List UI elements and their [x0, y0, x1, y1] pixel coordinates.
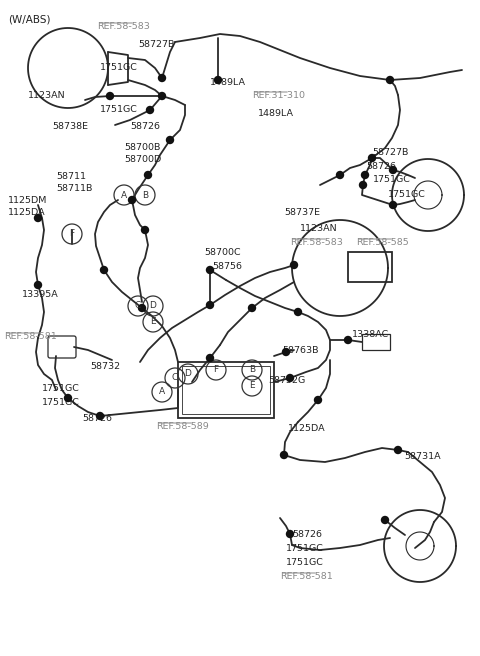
Text: F: F	[214, 365, 218, 375]
Circle shape	[144, 171, 152, 178]
Text: 1338AC: 1338AC	[352, 330, 389, 339]
Circle shape	[142, 226, 148, 234]
Text: D: D	[185, 369, 192, 379]
Text: 58763B: 58763B	[282, 346, 319, 355]
Circle shape	[96, 413, 104, 419]
Text: 58726: 58726	[366, 162, 396, 171]
Text: 58726: 58726	[130, 122, 160, 131]
Circle shape	[287, 531, 293, 537]
Text: 58700D: 58700D	[124, 155, 161, 164]
Circle shape	[107, 92, 113, 100]
Circle shape	[336, 171, 344, 178]
Text: 1751GC: 1751GC	[286, 558, 324, 567]
Text: 58726: 58726	[292, 530, 322, 539]
Text: 1125DA: 1125DA	[288, 424, 325, 433]
Text: 1751GC: 1751GC	[100, 105, 138, 114]
Circle shape	[360, 182, 367, 188]
Circle shape	[129, 197, 135, 203]
Circle shape	[206, 354, 214, 361]
Text: (W/ABS): (W/ABS)	[8, 14, 50, 24]
Text: REF.58-583: REF.58-583	[290, 238, 343, 247]
Text: REF.58-581: REF.58-581	[280, 572, 333, 581]
Text: A: A	[121, 190, 127, 199]
Circle shape	[158, 92, 166, 100]
Text: B: B	[142, 190, 148, 199]
Text: 58700C: 58700C	[204, 248, 240, 257]
Circle shape	[146, 106, 154, 113]
Text: D: D	[150, 302, 156, 310]
Text: 1751GC: 1751GC	[286, 544, 324, 553]
Circle shape	[206, 266, 214, 274]
Text: 1125DM: 1125DM	[8, 196, 48, 205]
Text: 58700B: 58700B	[124, 143, 160, 152]
Text: 1751GC: 1751GC	[42, 384, 80, 393]
Bar	[182, 366, 270, 414]
Text: 1125DA: 1125DA	[8, 208, 46, 217]
Text: 58727B: 58727B	[372, 148, 408, 157]
Circle shape	[314, 396, 322, 403]
Circle shape	[290, 262, 298, 268]
Circle shape	[158, 75, 166, 81]
Circle shape	[389, 167, 396, 173]
Circle shape	[280, 451, 288, 459]
Circle shape	[167, 136, 173, 144]
Text: 1489LA: 1489LA	[258, 109, 294, 118]
Text: E: E	[249, 382, 255, 390]
Circle shape	[35, 215, 41, 222]
Text: 1751GC: 1751GC	[373, 175, 411, 184]
Text: 58727B: 58727B	[138, 40, 174, 49]
Text: 1751GC: 1751GC	[100, 63, 138, 72]
Circle shape	[389, 201, 396, 209]
Text: 58711: 58711	[56, 172, 86, 181]
Circle shape	[287, 375, 293, 382]
Circle shape	[369, 155, 375, 161]
Text: B: B	[249, 365, 255, 375]
Circle shape	[35, 281, 41, 289]
Text: 58731A: 58731A	[404, 452, 441, 461]
Text: REF.58-583: REF.58-583	[97, 22, 150, 31]
Text: F: F	[70, 230, 74, 239]
Circle shape	[283, 348, 289, 356]
Text: C: C	[172, 373, 178, 382]
Circle shape	[295, 308, 301, 316]
Text: 1751GC: 1751GC	[42, 398, 80, 407]
Text: REF.58-585: REF.58-585	[356, 238, 409, 247]
Circle shape	[386, 77, 394, 83]
Text: A: A	[159, 388, 165, 396]
Text: 58726: 58726	[82, 414, 112, 423]
Circle shape	[395, 447, 401, 453]
Text: 58752G: 58752G	[268, 376, 305, 385]
Text: 1123AN: 1123AN	[300, 224, 337, 233]
Circle shape	[139, 304, 145, 312]
Circle shape	[206, 302, 214, 308]
Text: 58732: 58732	[90, 362, 120, 371]
Circle shape	[64, 394, 72, 401]
Bar	[178, 362, 274, 418]
Text: REF.58-589: REF.58-589	[156, 422, 209, 431]
Text: 58756: 58756	[212, 262, 242, 271]
Circle shape	[100, 266, 108, 274]
Text: 58738E: 58738E	[52, 122, 88, 131]
Text: 1751GC: 1751GC	[388, 190, 426, 199]
Circle shape	[361, 171, 369, 178]
Text: C: C	[135, 302, 141, 310]
Text: 58711B: 58711B	[56, 184, 92, 193]
Circle shape	[345, 337, 351, 344]
Text: REF.31-310: REF.31-310	[252, 91, 305, 100]
Text: 1123AN: 1123AN	[28, 91, 66, 100]
Circle shape	[249, 304, 255, 312]
Text: REF.58-581: REF.58-581	[4, 332, 57, 341]
Circle shape	[382, 516, 388, 523]
Circle shape	[215, 77, 221, 83]
Text: E: E	[150, 318, 156, 327]
Text: 1489LA: 1489LA	[210, 78, 246, 87]
Text: 58737E: 58737E	[284, 208, 320, 217]
Text: 13395A: 13395A	[22, 290, 59, 299]
